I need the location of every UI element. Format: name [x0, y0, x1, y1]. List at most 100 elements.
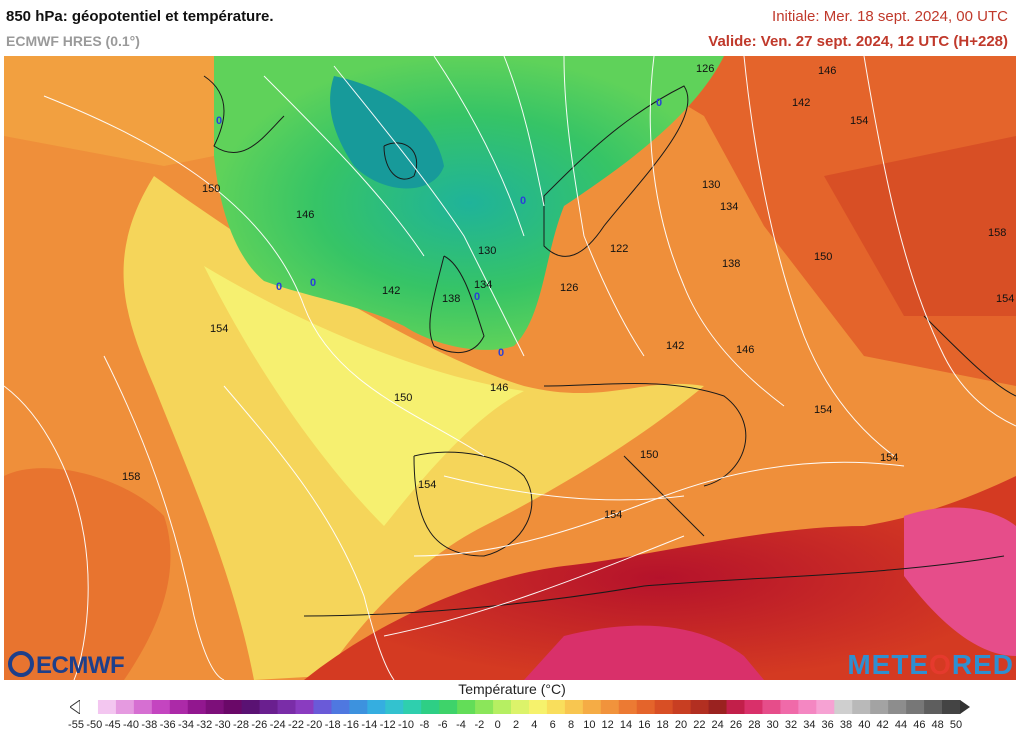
legend-swatch	[726, 700, 745, 714]
legend-tick: -38	[141, 719, 158, 731]
map-title: 850 hPa: géopotentiel et température.	[6, 8, 274, 25]
legend-swatch	[151, 700, 171, 714]
freezing-label: 0	[656, 97, 662, 109]
legend-tick: 8	[567, 719, 575, 731]
ecmwf-logo: ECMWF	[8, 651, 125, 680]
legend-swatch	[80, 700, 99, 714]
legend-tick: -34	[178, 719, 194, 731]
freezing-label: 0	[310, 277, 316, 289]
legend-swatch	[349, 700, 368, 714]
legend-swatch	[744, 700, 763, 714]
contour-label: 126	[560, 282, 578, 294]
contour-label: 134	[720, 201, 738, 213]
legend-min-arrow	[70, 700, 81, 714]
warm-east-core	[824, 136, 1016, 316]
contour-label: 146	[296, 209, 314, 221]
legend-tick: 4	[531, 719, 538, 731]
contour-label: 146	[818, 65, 836, 77]
legend-tick: 46	[913, 719, 926, 731]
legend-swatch	[762, 700, 781, 714]
contour-label: 154	[880, 452, 898, 464]
legend-tick: -24	[269, 719, 286, 731]
contour-label: 154	[996, 293, 1014, 305]
contour-label: 154	[210, 323, 228, 335]
legend-swatch	[546, 700, 566, 714]
legend-tick: -30	[214, 719, 231, 731]
legend-tick: -32	[196, 719, 213, 731]
contour-label: 138	[442, 293, 460, 305]
legend-tick: 18	[656, 719, 669, 731]
legend-tick: 36	[821, 719, 834, 731]
freezing-label: 0	[474, 291, 480, 303]
meteored-logo[interactable]: METEORED	[847, 649, 1014, 681]
legend-swatch	[654, 700, 674, 714]
legend-swatch	[241, 700, 261, 714]
legend-tick: 22	[693, 719, 706, 731]
legend-tick: -14	[361, 719, 378, 731]
legend-swatch	[906, 700, 925, 714]
contour-label: 142	[382, 285, 400, 297]
legend-tick: 6	[549, 719, 556, 731]
legend-tick: 2	[512, 719, 520, 731]
legend-swatch	[439, 700, 458, 714]
legend-tick: -55	[68, 719, 84, 731]
freezing-markers: 0 0 0 0 0 0 0	[216, 97, 662, 359]
legend-swatch	[870, 700, 889, 714]
legend-title: Température (°C)	[458, 681, 566, 697]
freezing-label: 0	[216, 115, 222, 127]
legend-tick: 10	[583, 719, 596, 731]
contour-label: 130	[702, 179, 720, 191]
header: 850 hPa: géopotentiel et température. EC…	[0, 0, 1024, 56]
color-legend-bar	[70, 700, 970, 714]
contour-label: 150	[394, 392, 412, 404]
legend-swatch	[403, 700, 422, 714]
legend-swatch	[924, 700, 943, 714]
legend-swatch	[385, 700, 404, 714]
contour-label: 158	[988, 227, 1006, 239]
legend-swatch	[618, 700, 638, 714]
legend-swatch	[511, 700, 530, 714]
legend-tick: -20	[306, 719, 323, 731]
weather-map[interactable]: 0 0 0 0 0 0 0 126 146 142 154 150 146 13…	[4, 56, 1016, 680]
legend-swatch	[798, 700, 817, 714]
legend-tick: -10	[398, 719, 414, 731]
isohypses	[4, 56, 1016, 680]
legend-tick: -8	[419, 719, 430, 731]
contour-label: 150	[640, 449, 658, 461]
legend-swatch	[421, 700, 440, 714]
contour-label: 154	[814, 404, 832, 416]
legend-tick: -50	[86, 719, 103, 731]
legend-swatch	[169, 700, 189, 714]
legend-tick: 34	[803, 719, 816, 731]
legend-tick: -6	[437, 719, 448, 731]
legend-tick: -45	[104, 719, 121, 731]
legend-tick: -18	[324, 719, 341, 731]
legend-tick: 26	[729, 719, 743, 731]
legend-tick: -26	[251, 719, 268, 731]
atlantic-warm	[4, 468, 171, 680]
legend-swatch	[115, 700, 135, 714]
legend-swatch	[816, 700, 835, 714]
legend-swatch	[834, 700, 853, 714]
contour-label: 150	[814, 251, 832, 263]
contour-label: 150	[202, 183, 220, 195]
legend-swatch	[600, 700, 620, 714]
legend-swatch	[528, 700, 548, 714]
hot-east-core	[904, 507, 1016, 656]
legend-swatch	[205, 700, 225, 714]
legend-tick: -12	[379, 719, 396, 731]
legend-swatch	[277, 700, 297, 714]
contour-label: 138	[722, 258, 740, 270]
legend-max-arrow	[960, 700, 970, 714]
legend-swatch	[223, 700, 243, 714]
legend-tick: 24	[711, 719, 724, 731]
legend-tick: 44	[894, 719, 908, 731]
legend-tick: 50	[949, 719, 963, 731]
contour-label: 154	[604, 509, 622, 521]
legend-tick: 30	[766, 719, 779, 731]
legend-tick: -2	[474, 719, 485, 731]
legend-swatch	[331, 700, 350, 714]
legend-swatch	[313, 700, 332, 714]
legend-tick: -36	[159, 719, 176, 731]
legend-swatch	[259, 700, 279, 714]
